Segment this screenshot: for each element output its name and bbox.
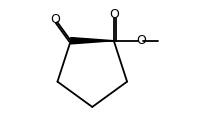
Polygon shape xyxy=(71,38,114,44)
Text: O: O xyxy=(109,8,119,21)
Text: O: O xyxy=(50,13,60,26)
Text: O: O xyxy=(136,34,146,47)
